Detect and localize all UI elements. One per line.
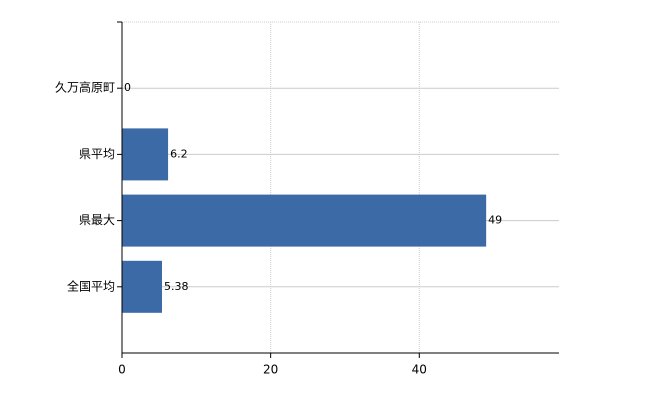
y-tick-label: 県平均 — [79, 147, 115, 161]
value-label: 0 — [124, 81, 131, 94]
bar — [122, 194, 487, 247]
y-tick-label: 全国平均 — [67, 278, 115, 293]
x-tick-label: 40 — [412, 363, 427, 377]
bar — [122, 128, 169, 181]
x-tick-label: 20 — [263, 363, 278, 377]
bar — [122, 260, 162, 313]
x-tick-label: 0 — [118, 363, 126, 377]
value-label: 49 — [488, 214, 502, 227]
y-tick-label: 久万高原町 — [55, 80, 115, 95]
value-label: 6.2 — [170, 147, 188, 160]
value-label: 5.38 — [164, 280, 189, 293]
y-tick-label: 県最大 — [79, 213, 115, 227]
